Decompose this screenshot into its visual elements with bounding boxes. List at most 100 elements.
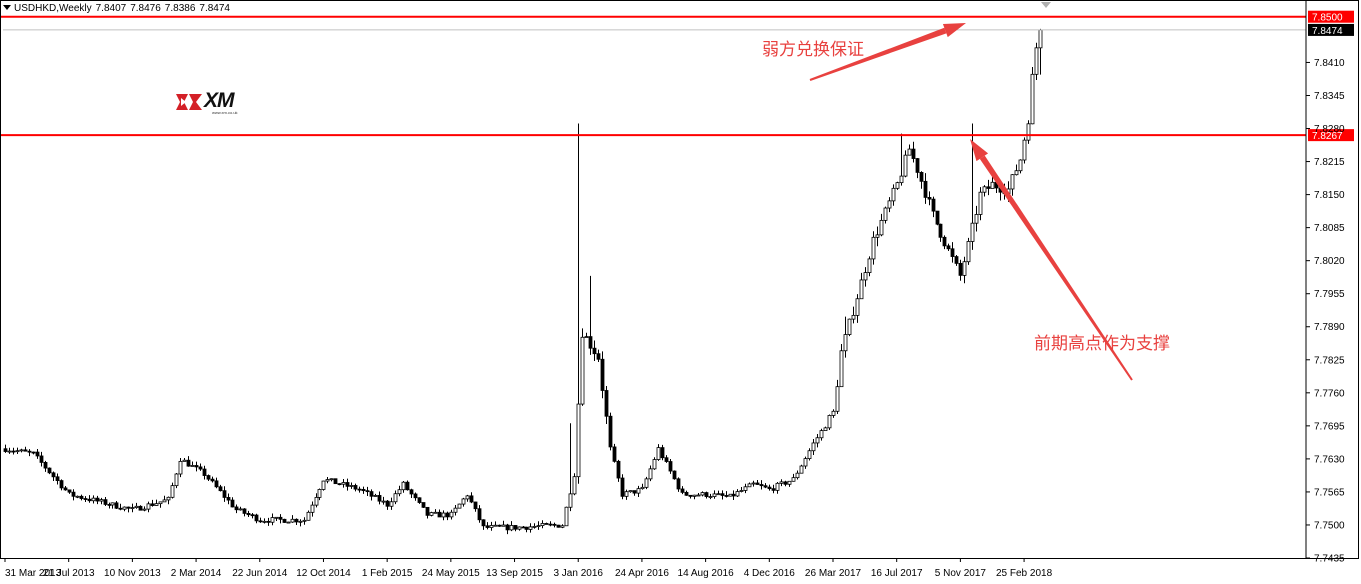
level-tag-support (1308, 129, 1354, 142)
candle-body (250, 514, 255, 517)
candle-body (234, 506, 239, 511)
candle-body (71, 491, 76, 497)
candle-body (43, 462, 48, 469)
candle-body (325, 479, 330, 482)
candle-body (39, 455, 44, 463)
candle-body (461, 498, 466, 505)
candle-body (696, 494, 701, 497)
candle-body (425, 506, 430, 516)
candle-body (931, 198, 936, 212)
candle-body (875, 234, 880, 238)
candle-body (154, 503, 159, 506)
candle-body (807, 450, 812, 460)
candle-body (915, 158, 920, 173)
candle-body (103, 499, 108, 505)
candle-body (226, 497, 231, 501)
candle-body (329, 478, 334, 481)
candle-body (166, 496, 171, 501)
candle-body (827, 415, 832, 429)
candle-body (978, 191, 983, 215)
level-label-resistance: 7.8500 (1312, 13, 1343, 24)
candle-body (170, 485, 175, 498)
candle-body (751, 482, 756, 485)
candle-body (680, 488, 685, 493)
candle-body (779, 481, 784, 484)
candle-body (704, 492, 709, 497)
candle-body (656, 447, 661, 460)
symbol-menu-triangle-icon[interactable] (3, 5, 11, 10)
candle-body (1018, 159, 1023, 172)
candle-body (684, 491, 689, 496)
candle-body (110, 502, 115, 506)
y-tick-label: 7.8215 (1314, 157, 1345, 168)
candle-body (883, 207, 888, 221)
x-tick-label: 4 Dec 2016 (744, 568, 796, 579)
candle-body (19, 449, 24, 452)
candle-body (158, 501, 163, 505)
candle-body (970, 222, 975, 242)
candle-body (907, 148, 912, 156)
candle-body (258, 520, 263, 523)
candle-body (377, 495, 382, 502)
candle-body (716, 493, 721, 496)
logo-site: www.xm.co.uk (212, 110, 238, 115)
candle-body (986, 186, 991, 189)
candle-body (990, 181, 995, 189)
candle-body (310, 504, 315, 513)
annotation-support: 前期高点作为支撑 (1034, 334, 1170, 353)
candle-body (524, 526, 529, 530)
candle-body (23, 449, 28, 452)
candle-body (75, 495, 80, 498)
candle-body (87, 498, 92, 502)
x-tick-label: 5 Nov 2017 (935, 568, 987, 579)
y-tick-label: 7.8150 (1314, 190, 1345, 201)
candle-body (314, 497, 319, 506)
candle-body (405, 481, 410, 491)
y-tick-label: 7.8280 (1314, 124, 1345, 135)
x-tick-label: 2 Mar 2014 (171, 568, 222, 579)
horizontal-levels: 7.8474 7.8500 7.8267 (0, 10, 1354, 142)
candle-body (871, 236, 876, 260)
candle-body (290, 518, 295, 523)
candle-body (923, 180, 928, 198)
candle-body (130, 507, 135, 509)
candle-body (799, 465, 804, 474)
candle-body (35, 451, 40, 457)
candle-body (521, 526, 526, 529)
arrow-to-support (970, 139, 1133, 381)
x-tick-label: 14 Aug 2016 (678, 568, 735, 579)
y-tick-label: 7.7565 (1314, 487, 1345, 498)
logo-mark-icon (176, 94, 202, 110)
candle-body (624, 491, 629, 497)
candle-body (1030, 73, 1035, 125)
arrow-head-icon (970, 139, 989, 162)
candle-body (114, 502, 119, 509)
candle-body (887, 200, 892, 209)
low-value: 7.8386 (164, 3, 196, 14)
annotation-arrows (809, 23, 1133, 381)
y-tick-label: 7.7630 (1314, 454, 1345, 465)
candle-body (274, 516, 279, 519)
candle-body (489, 525, 494, 528)
candle-body (982, 186, 987, 193)
candle-body (604, 390, 609, 417)
candle-body (91, 497, 96, 502)
candle-body (63, 487, 68, 491)
candle-body (843, 334, 848, 352)
candle-body (485, 525, 490, 528)
candle-body (1034, 47, 1039, 75)
plot-frame (0, 0, 1359, 559)
candle-body (477, 508, 482, 521)
candle-body (688, 494, 693, 497)
candle-body (580, 336, 585, 405)
logo-text: XM (204, 89, 234, 112)
arrow-to-resistance (809, 23, 966, 81)
y-tick-label: 7.8085 (1314, 223, 1345, 234)
candle-body (381, 500, 386, 503)
y-tick-label: 7.8410 (1314, 58, 1345, 69)
candle-body (1010, 174, 1015, 190)
candle-body (783, 481, 788, 485)
candle-body (552, 523, 557, 526)
